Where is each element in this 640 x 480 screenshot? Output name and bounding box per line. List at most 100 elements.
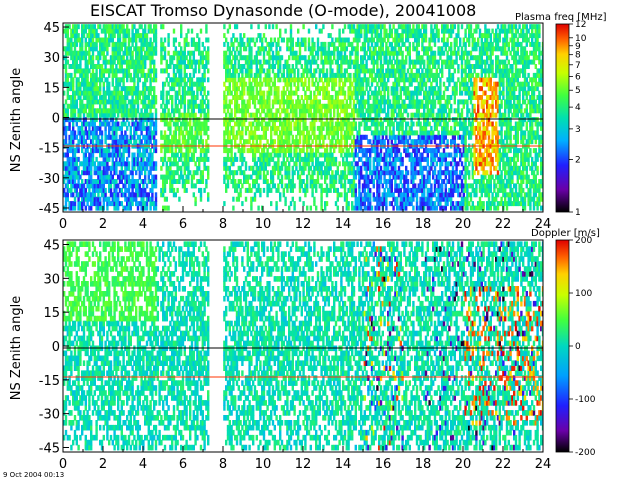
heatmap-cell — [194, 148, 197, 154]
heatmap-cell — [252, 148, 255, 154]
heatmap-cell — [280, 161, 284, 167]
heatmap-cell — [185, 121, 188, 127]
heatmap-cell — [259, 95, 262, 100]
heatmap-cell — [288, 117, 291, 123]
heatmap-cell — [115, 55, 118, 61]
heatmap-cell — [90, 90, 93, 96]
heatmap-cell — [226, 165, 230, 171]
heatmap-cell — [352, 37, 356, 43]
heatmap-cell — [320, 187, 323, 193]
heatmap-cell — [354, 201, 357, 207]
heatmap-cell — [369, 196, 372, 202]
heatmap-cell — [244, 72, 248, 78]
heatmap-cell — [81, 90, 84, 96]
heatmap-cell — [149, 196, 152, 202]
heatmap-cell — [356, 59, 359, 65]
heatmap-cell — [351, 121, 354, 127]
heatmap-cell — [396, 152, 399, 158]
heatmap-cell — [174, 64, 177, 69]
heatmap-cell — [250, 196, 253, 202]
heatmap-cell — [320, 68, 323, 74]
heatmap-cell — [88, 50, 91, 56]
heatmap-cell — [327, 95, 330, 100]
heatmap-cell — [255, 165, 258, 171]
heatmap-cell — [174, 72, 177, 78]
heatmap-cell — [176, 90, 179, 96]
heatmap-cell — [228, 112, 231, 118]
heatmap-cell — [237, 59, 240, 65]
heatmap-cell — [127, 72, 131, 78]
heatmap-cell — [142, 55, 145, 61]
heatmap-cell — [401, 55, 404, 61]
heatmap-cell — [138, 174, 141, 180]
heatmap-cell — [275, 125, 278, 131]
heatmap-cell — [320, 117, 323, 123]
heatmap-cell — [342, 174, 345, 180]
heatmap-cell — [171, 187, 174, 193]
heatmap-cell — [147, 134, 150, 140]
heatmap-cell — [282, 161, 285, 167]
heatmap-cell — [378, 170, 381, 176]
heatmap-cell — [109, 90, 113, 96]
heatmap-cell — [340, 77, 343, 83]
heatmap-cell — [342, 117, 345, 123]
heatmap-cell — [133, 68, 136, 74]
heatmap-cell — [93, 81, 96, 87]
heatmap-cell — [192, 134, 195, 140]
heatmap-cell — [118, 90, 122, 96]
heatmap-cell — [111, 112, 114, 118]
heatmap-cell — [68, 170, 71, 176]
heatmap-cell — [66, 152, 69, 158]
heatmap-cell — [183, 156, 186, 162]
heatmap-cell — [201, 170, 204, 176]
heatmap-cell — [226, 77, 230, 83]
heatmap-cell — [397, 170, 401, 176]
heatmap-cell — [379, 170, 383, 176]
heatmap-cell — [95, 134, 98, 140]
heatmap-cell — [282, 125, 285, 131]
heatmap-cell — [336, 108, 339, 114]
heatmap-cell — [75, 187, 78, 193]
heatmap-cell — [196, 117, 199, 123]
heatmap-cell — [300, 64, 303, 69]
heatmap-cell — [63, 117, 66, 123]
heatmap-cell — [313, 46, 316, 52]
heatmap-cell — [257, 170, 260, 176]
heatmap-cell — [167, 81, 170, 87]
heatmap-cell — [363, 77, 366, 83]
heatmap-cell — [126, 68, 129, 74]
heatmap-cell — [226, 130, 230, 136]
heatmap-cell — [277, 125, 280, 131]
heatmap-cell — [262, 170, 266, 176]
heatmap-cell — [199, 59, 203, 65]
heatmap-cell — [388, 50, 392, 56]
heatmap-cell — [122, 41, 125, 47]
heatmap-cell — [252, 179, 255, 184]
heatmap-cell — [279, 165, 282, 171]
heatmap-cell — [93, 201, 96, 207]
heatmap-cell — [320, 86, 323, 92]
heatmap-cell — [241, 117, 244, 123]
heatmap-cell — [79, 205, 82, 211]
heatmap-cell — [379, 148, 383, 154]
heatmap-cell — [162, 205, 165, 211]
heatmap-cell — [225, 148, 228, 154]
heatmap-cell — [347, 64, 350, 69]
heatmap-cell — [129, 183, 132, 189]
heatmap-cell — [320, 170, 323, 176]
heatmap-cell — [82, 72, 86, 78]
heatmap-cell — [396, 77, 399, 83]
heatmap-cell — [86, 41, 89, 47]
heatmap-cell — [300, 117, 303, 123]
heatmap-cell — [124, 33, 127, 39]
heatmap-cell — [147, 55, 150, 61]
heatmap-cell — [97, 148, 100, 154]
heatmap-cell — [99, 41, 102, 47]
heatmap-cell — [73, 28, 77, 34]
heatmap-cell — [93, 130, 96, 136]
heatmap-cell — [239, 81, 242, 87]
heatmap-cell — [406, 183, 410, 189]
heatmap-cell — [127, 139, 131, 145]
heatmap-cell — [223, 33, 226, 39]
heatmap-cell — [289, 37, 293, 43]
